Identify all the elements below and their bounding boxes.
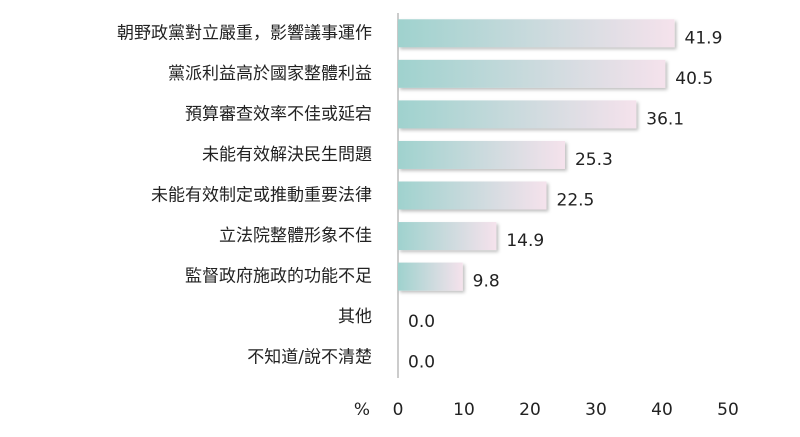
x-tick-label: 30 [585,400,607,420]
bar [398,100,637,129]
value-label: 14.9 [506,231,544,251]
bar [398,262,463,291]
y-tick-label: 不知道/說不清楚 [247,348,372,368]
bar [398,181,547,210]
value-label: 25.3 [575,150,613,170]
x-tick-label: 20 [519,400,541,420]
x-tick-label: 0 [393,400,404,420]
bar [398,222,497,251]
y-tick-label: 監督政府施政的功能不足 [185,267,372,287]
value-label: 40.5 [675,69,713,89]
value-label: 36.1 [646,109,684,129]
y-tick-label: 朝野政黨對立嚴重，影響議事運作 [117,23,372,43]
value-label: 41.9 [685,28,723,48]
value-label: 9.8 [473,272,500,292]
y-tick-label: 立法院整體形象不佳 [219,226,372,246]
value-label: 0.0 [408,312,435,332]
x-axis-label: % [354,400,370,420]
value-label: 0.0 [408,353,435,373]
y-tick-label: 其他 [338,307,372,327]
y-tick-label: 未能有效制定或推動重要法律 [151,186,372,206]
y-tick-label: 預算審查效率不佳或延宕 [185,104,372,124]
x-tick-label: 40 [651,400,673,420]
bar [398,59,666,88]
x-tick-label: 10 [453,400,475,420]
bar [398,19,675,48]
bar [398,140,565,169]
value-label: 22.5 [557,191,595,211]
y-tick-label: 黨派利益高於國家整體利益 [168,64,372,84]
y-tick-label: 未能有效解決民生問題 [202,145,372,165]
x-tick-label: 50 [717,400,739,420]
